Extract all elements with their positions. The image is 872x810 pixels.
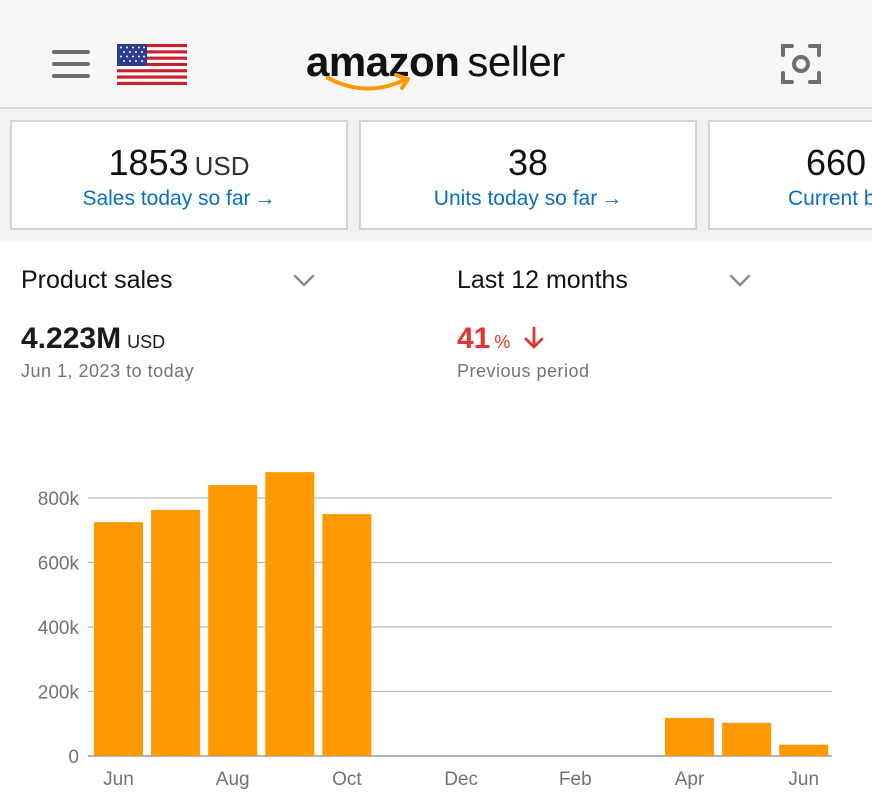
- amazon-seller-logo: amazon seller: [306, 38, 576, 98]
- x-tick-label: Jun: [103, 769, 134, 790]
- change-percentage: 41%: [457, 322, 545, 356]
- us-flag-icon[interactable]: [117, 44, 187, 85]
- card-units-today[interactable]: 38 Units today so far →: [359, 120, 697, 230]
- chevron-down-icon[interactable]: [293, 274, 315, 288]
- card-value: 660: [806, 142, 867, 183]
- y-tick-label: 200k: [38, 683, 80, 704]
- summary-cards: 1853 USD Sales today so far → 38 Units tod…: [0, 109, 872, 241]
- x-tick-label: Dec: [444, 769, 478, 790]
- chart-bar-jun[interactable]: [94, 522, 143, 756]
- chart-bar-apr[interactable]: [665, 717, 714, 756]
- amazon-smile-icon: [326, 73, 410, 91]
- previous-period-caption: Previous period: [457, 361, 590, 381]
- chart-bar-jun[interactable]: [779, 744, 829, 756]
- card-current-balance[interactable]: 660 Current b: [708, 120, 872, 230]
- card-link[interactable]: Sales today so far →: [82, 187, 276, 210]
- arrow-right-icon: →: [254, 187, 276, 210]
- chart-bar-oct[interactable]: [322, 514, 372, 756]
- y-tick-label: 600k: [38, 554, 80, 575]
- y-tick-label: 0: [68, 747, 79, 768]
- total-sales-value: 4.223M USD: [21, 322, 166, 355]
- arrow-down-icon: [524, 326, 544, 349]
- chart-bar-jul[interactable]: [151, 509, 201, 756]
- x-tick-label: Feb: [559, 769, 592, 790]
- chevron-down-icon[interactable]: [729, 274, 751, 288]
- card-link[interactable]: Current b: [788, 187, 872, 210]
- y-tick-label: 400k: [38, 618, 80, 639]
- card-sales-today[interactable]: 1853 USD Sales today so far →: [10, 120, 348, 230]
- total-date-range: Jun 1, 2023 to today: [21, 361, 195, 381]
- x-tick-label: Aug: [216, 769, 250, 790]
- x-tick-label: Apr: [675, 769, 705, 790]
- chart-bar-sep[interactable]: [265, 472, 315, 756]
- card-link[interactable]: Units today so far →: [433, 187, 623, 210]
- arrow-right-icon: →: [601, 187, 623, 210]
- sales-bar-chart: 0 200k 400k 600k 800k Jun Aug Oct Dec Feb Apr Jun: [38, 472, 832, 790]
- menu-icon[interactable]: [52, 50, 90, 78]
- chart-bar-aug[interactable]: [208, 485, 258, 756]
- logo-amazon-text: amazon: [306, 38, 460, 85]
- card-value: 1853 USD: [108, 142, 250, 183]
- card-value: 38: [507, 142, 549, 183]
- top-bar: amazon seller: [0, 0, 872, 109]
- scan-icon[interactable]: [780, 43, 822, 85]
- metric-dropdown[interactable]: Product sales: [21, 266, 173, 294]
- x-tick-label: Jun: [788, 769, 819, 790]
- chart-bar-may[interactable]: [722, 722, 772, 756]
- period-dropdown[interactable]: Last 12 months: [457, 266, 628, 294]
- y-tick-label: 800k: [38, 489, 80, 510]
- logo-seller-text: seller: [467, 38, 565, 85]
- x-tick-label: Oct: [332, 769, 362, 790]
